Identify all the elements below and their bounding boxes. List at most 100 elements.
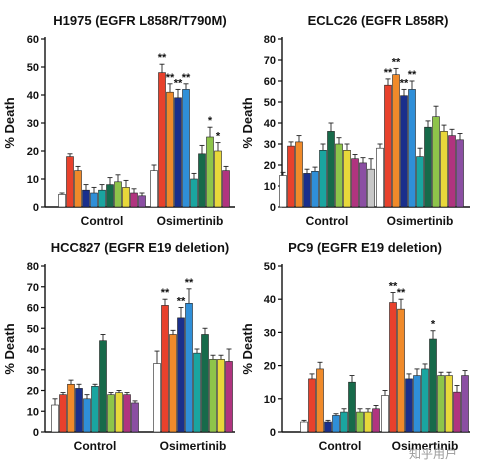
bar [131,402,139,433]
bar [206,136,214,208]
bar [421,368,429,433]
chart-panel-3: HCC827 (EGFR E19 deletion) % Death 0 10 20 30… [2,240,235,453]
chart-panel-1: H1975 (EGFR L858R/T790M) % Death 0 10 20 30 40… [2,13,235,228]
category-label: Control [81,214,124,228]
y-axis-label: % Death [240,97,255,148]
bar [437,375,445,433]
bar [343,150,351,208]
y-tick-label: 40 [264,294,276,306]
significance-label: ** [161,287,170,299]
y-axis-label: % Death [2,97,17,148]
bar [367,168,375,208]
bar [161,305,169,433]
bar [123,394,131,433]
bar [372,408,380,433]
y-tick-label: 50 [264,261,276,273]
bar [445,375,453,433]
bar [453,391,461,433]
bar [335,143,343,208]
bar [461,375,469,433]
y-tick-label: 20 [264,361,276,373]
bar [209,359,217,433]
bar [429,338,437,433]
bar [311,171,319,208]
bar [424,126,432,208]
bar [456,139,464,208]
y-tick-label: 10 [264,181,276,193]
bar [138,195,146,208]
chart-title: HCC827 (EGFR E19 deletion) [51,240,229,255]
bar [316,368,324,433]
y-tick-label: 0 [270,427,276,439]
bar [327,131,335,208]
y-axis-label: % Death [240,323,255,374]
bar [279,175,287,208]
bar [99,340,107,433]
y-tick-label: 60 [27,303,39,315]
significance-label: ** [384,67,393,79]
category-label: Osimertinib [160,439,227,453]
bar [303,173,311,208]
y-tick-label: 30 [264,139,276,151]
bar [98,189,106,208]
y-tick-label: 20 [27,146,39,158]
y-tick-label: 0 [33,202,39,214]
bar [130,192,138,208]
category-label: Control [306,214,349,228]
significance-label: ** [174,77,183,89]
bar [416,156,424,208]
bar [174,97,182,208]
bar [359,162,367,208]
bar [90,192,98,208]
y-tick-label: 50 [27,323,39,335]
y-tick-label: 20 [264,160,276,172]
bar [308,378,316,433]
bar [389,302,397,433]
bar [185,303,193,433]
bar [83,398,91,433]
bar [448,135,456,208]
bar [59,394,67,433]
category-label: Control [319,439,362,453]
significance-label: * [208,115,213,127]
bar [217,359,225,433]
y-tick-label: 60 [264,76,276,88]
bar [392,74,400,208]
bar [222,170,230,208]
category-label: Osimertinib [387,214,454,228]
bar [106,184,114,208]
bar [114,181,122,208]
bar [51,404,59,433]
y-tick-label: 30 [27,118,39,130]
y-tick-label: 60 [27,34,39,46]
bar [376,147,384,208]
significance-label: ** [166,72,175,84]
bar [122,187,130,208]
bar [287,145,295,208]
significance-label: ** [185,277,194,289]
bar [58,194,66,208]
bar [413,375,421,433]
bar [432,116,440,208]
bar [115,392,123,433]
bar [405,378,413,433]
bar [397,308,405,433]
bar [408,89,416,208]
bar [201,334,209,433]
y-tick-label: 40 [27,90,39,102]
bar [158,72,166,208]
bar [340,411,348,433]
y-tick-label: 0 [270,202,276,214]
chart-panel-2: ECLC26 (EGFR L858R) % Death 0 10 20 30 40 50 60 7… [240,13,470,228]
y-tick-label: 70 [264,55,276,67]
bar [319,150,327,208]
category-label: Osimertinib [157,214,224,228]
chart-title: H1975 (EGFR L858R/T790M) [53,13,226,28]
bar [67,383,75,433]
y-tick-label: 50 [27,62,39,74]
watermark-text: 知乎用户 [409,446,457,461]
bar [66,156,74,208]
significance-label: ** [400,77,409,89]
bar [364,411,372,433]
